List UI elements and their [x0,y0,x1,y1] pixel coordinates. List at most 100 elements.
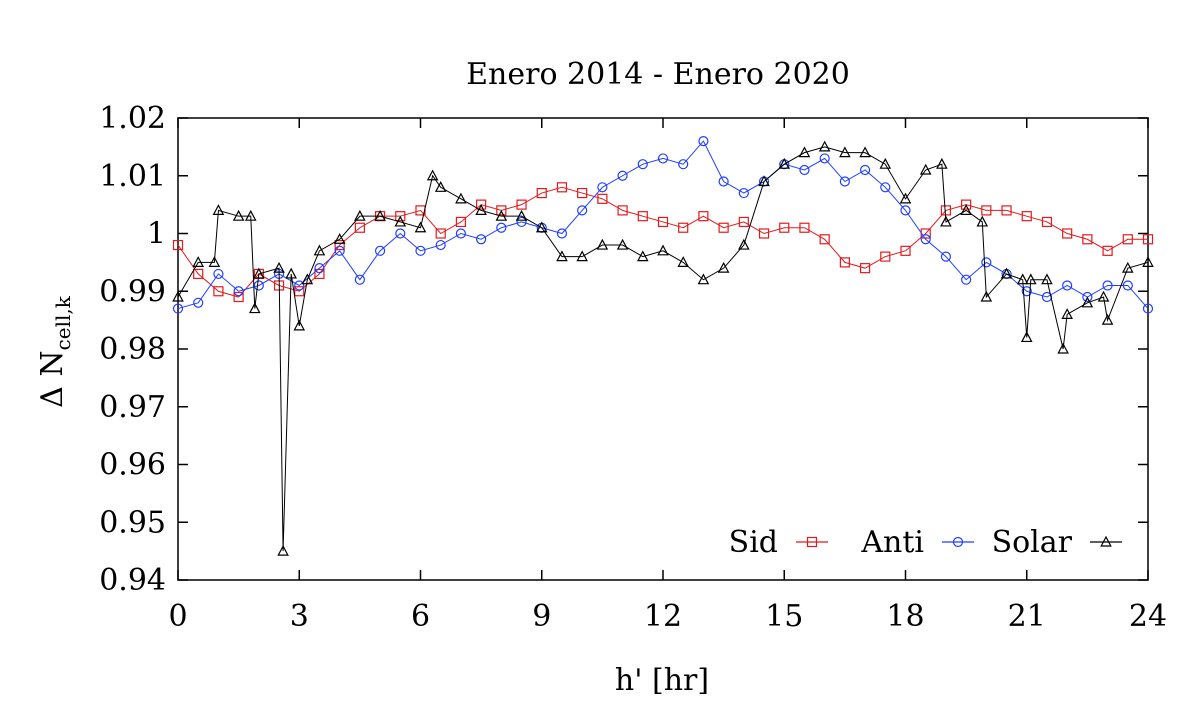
data-point-anti [354,274,365,285]
data-point-solar [212,204,225,215]
data-point-anti [738,187,749,199]
data-point-sid [334,239,345,251]
data-point-anti [698,136,709,147]
y-tick-label: 0.97 [99,390,166,425]
data-point-anti [839,176,850,187]
x-tick-label: 0 [168,599,187,634]
data-point-anti [920,234,931,245]
data-point-solar [1061,308,1073,319]
data-point-sid [193,268,204,280]
data-point-sid [738,216,749,228]
data-point-sid [961,199,972,210]
y-tick-label: 1.02 [99,101,166,136]
data-point-anti [294,280,305,291]
data-point-anti [516,216,527,228]
data-point-sid [597,193,608,204]
data-point-anti [556,228,568,239]
data-point-solar [677,256,690,267]
data-point-solar [636,250,649,262]
data-point-solar [192,256,205,267]
data-point-sid [496,205,507,216]
data-point-solar [301,273,314,285]
data-point-sid [859,263,871,274]
y-tick-label: 0.96 [99,448,166,483]
data-point-solar [980,290,993,302]
data-point-anti [880,182,891,193]
legend-marker-anti [952,536,964,548]
y-tick-label: 1 [147,217,166,252]
data-point-solar [208,256,221,267]
data-point-solar [738,238,750,250]
series-anti [172,136,1154,314]
data-point-anti [577,205,588,216]
data-point-sid [657,216,669,228]
data-point-anti [819,153,830,164]
y-tick-label: 0.95 [99,505,166,540]
plot-frame [177,117,1149,581]
data-point-sid [1001,205,1012,216]
data-point-anti [233,286,244,297]
series-layer [172,136,1154,556]
data-point-sid [354,222,365,233]
series-line-sid [177,186,1148,298]
x-axis-label: h' [hr] [615,663,709,698]
data-point-sid [1142,234,1154,245]
data-point-sid [1102,245,1113,256]
data-point-solar [244,209,257,221]
data-point-sid [233,291,244,303]
data-point-anti [213,268,224,280]
data-point-solar [758,175,770,187]
data-point-solar [394,215,407,227]
data-point-sid [294,286,305,297]
data-point-anti [1142,303,1154,314]
data-point-sid [1062,228,1073,239]
data-point-anti [476,234,487,245]
y-tick-label: 0.98 [99,332,166,367]
data-point-anti [314,263,325,274]
y-tick-label: 0.94 [99,563,166,598]
data-point-anti [1122,280,1133,291]
x-tick-label: 24 [1129,599,1167,634]
data-point-sid [779,222,790,233]
data-point-anti [900,205,911,216]
data-point-solar [374,209,386,221]
data-point-sid [617,205,628,216]
data-point-anti [657,153,669,164]
y-axis: 0.94 0.95 0.96 0.97 0.98 0.99 1 1.01 1.02 [99,101,1148,598]
x-tick-label: 9 [532,599,551,634]
data-point-sid [556,182,568,193]
data-point-solar [455,192,467,204]
data-point-solar [426,169,439,181]
data-point-solar [1020,331,1033,343]
x-axis: 0 3 6 9 12 15 18 21 24 [168,118,1167,634]
data-point-anti [374,245,386,256]
data-point-anti [496,222,507,233]
x-tick-label: 3 [290,599,309,634]
data-point-anti [1102,280,1113,291]
data-point-anti [981,257,992,268]
data-point-sid [1122,234,1133,245]
data-point-sid [455,216,467,228]
data-point-solar [717,261,730,273]
data-point-solar [1121,261,1134,273]
data-point-anti [334,245,345,256]
data-point-anti [940,251,952,262]
data-point-solar [697,273,710,285]
data-point-anti [1021,286,1032,297]
data-point-sid [1082,234,1093,245]
data-point-solar [859,146,871,158]
series-solar [172,140,1154,556]
data-point-solar [1024,273,1037,285]
data-point-sid [435,228,446,239]
data-point-solar [798,146,811,158]
data-point-solar [475,204,487,215]
data-point-solar [535,221,548,233]
data-point-sid [758,228,770,239]
data-point-anti [193,297,204,308]
data-point-solar [1016,273,1029,285]
legend-label-solar: Solar [992,525,1073,560]
legend: Sid Anti Solar [729,525,1122,560]
data-point-sid [698,211,709,222]
data-point-sid [536,187,547,199]
